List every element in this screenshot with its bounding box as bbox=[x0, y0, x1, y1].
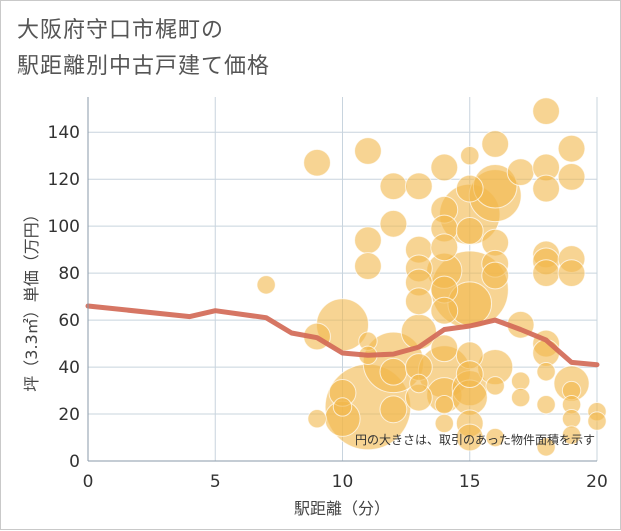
data-bubble bbox=[307, 409, 327, 429]
plot-frame bbox=[87, 97, 597, 462]
data-bubble bbox=[460, 146, 480, 166]
x-tick-labels: 0 5 10 15 20 bbox=[83, 472, 608, 492]
data-bubble bbox=[409, 373, 429, 394]
data-bubble bbox=[587, 411, 607, 431]
data-bubble bbox=[485, 376, 505, 396]
data-bubble bbox=[430, 233, 459, 262]
size-note: 円の大きさは、取引のあった物件面積を示す bbox=[355, 432, 595, 447]
x-tick-label: 20 bbox=[586, 472, 608, 492]
data-bubble bbox=[354, 226, 382, 255]
data-bubble bbox=[303, 148, 331, 177]
data-bubble bbox=[332, 397, 353, 417]
data-bubble bbox=[430, 153, 459, 182]
data-bubble bbox=[536, 437, 556, 457]
data-bubble bbox=[455, 216, 484, 245]
y-tick-label: 60 bbox=[58, 311, 80, 331]
y-tick-label: 120 bbox=[48, 170, 80, 190]
y-tick-label: 20 bbox=[58, 405, 80, 425]
chart-title-line-1: 大阪府守口市梶町の bbox=[17, 18, 225, 43]
data-bubble bbox=[256, 275, 276, 295]
data-bubble bbox=[455, 174, 484, 203]
data-bubble bbox=[510, 371, 531, 391]
data-bubble bbox=[434, 394, 454, 415]
data-bubble bbox=[354, 137, 382, 165]
data-bubble bbox=[455, 360, 484, 389]
average-price-line bbox=[85, 303, 600, 368]
data-bubble bbox=[430, 296, 459, 325]
y-tick-label: 80 bbox=[58, 264, 80, 284]
data-bubble bbox=[379, 172, 408, 201]
data-bubble bbox=[379, 209, 408, 238]
chart-title-line-2: 駅距離別中古戸建て価格 bbox=[17, 54, 271, 79]
data-bubble bbox=[510, 387, 531, 408]
data-bubble bbox=[430, 334, 459, 363]
data-bubble bbox=[532, 97, 560, 125]
x-tick-label: 15 bbox=[459, 472, 481, 492]
x-axis-label: 駅距離（分） bbox=[294, 499, 390, 518]
y-tick-label: 40 bbox=[58, 358, 80, 378]
y-tick-label: 0 bbox=[69, 452, 80, 472]
average-line-layer bbox=[85, 303, 600, 368]
data-bubble bbox=[557, 259, 586, 288]
data-bubble bbox=[481, 130, 510, 158]
data-bubble bbox=[379, 357, 408, 386]
data-bubble bbox=[379, 395, 408, 424]
data-bubble bbox=[536, 362, 556, 382]
data-bubble bbox=[557, 162, 586, 191]
data-bubble bbox=[404, 287, 433, 316]
x-tick-label: 0 bbox=[83, 472, 94, 492]
x-tick-label: 10 bbox=[332, 472, 354, 492]
chart-title: 大阪府守口市梶町の 駅距離別中古戸建て価格 bbox=[17, 13, 577, 85]
y-tick-labels: 0 20 40 60 80 100 120 140 bbox=[48, 123, 80, 472]
data-bubble bbox=[532, 259, 560, 288]
data-bubble bbox=[561, 409, 582, 429]
data-bubble bbox=[455, 423, 484, 452]
data-bubble bbox=[532, 174, 560, 203]
data-bubble bbox=[557, 134, 586, 163]
x-tick-label: 5 bbox=[210, 472, 221, 492]
data-bubble bbox=[506, 158, 535, 187]
data-bubble bbox=[354, 252, 382, 280]
y-tick-label: 100 bbox=[48, 217, 80, 237]
y-tick-label: 140 bbox=[48, 123, 80, 143]
data-bubble bbox=[481, 261, 510, 290]
data-bubble bbox=[434, 413, 454, 434]
data-bubble bbox=[536, 394, 556, 415]
y-axis-label: 坪（3.3㎡）単価（万円） bbox=[22, 206, 41, 391]
data-bubble bbox=[485, 427, 505, 448]
data-bubble bbox=[404, 172, 433, 201]
data-bubble bbox=[561, 425, 582, 445]
bubble-layer bbox=[256, 97, 607, 457]
